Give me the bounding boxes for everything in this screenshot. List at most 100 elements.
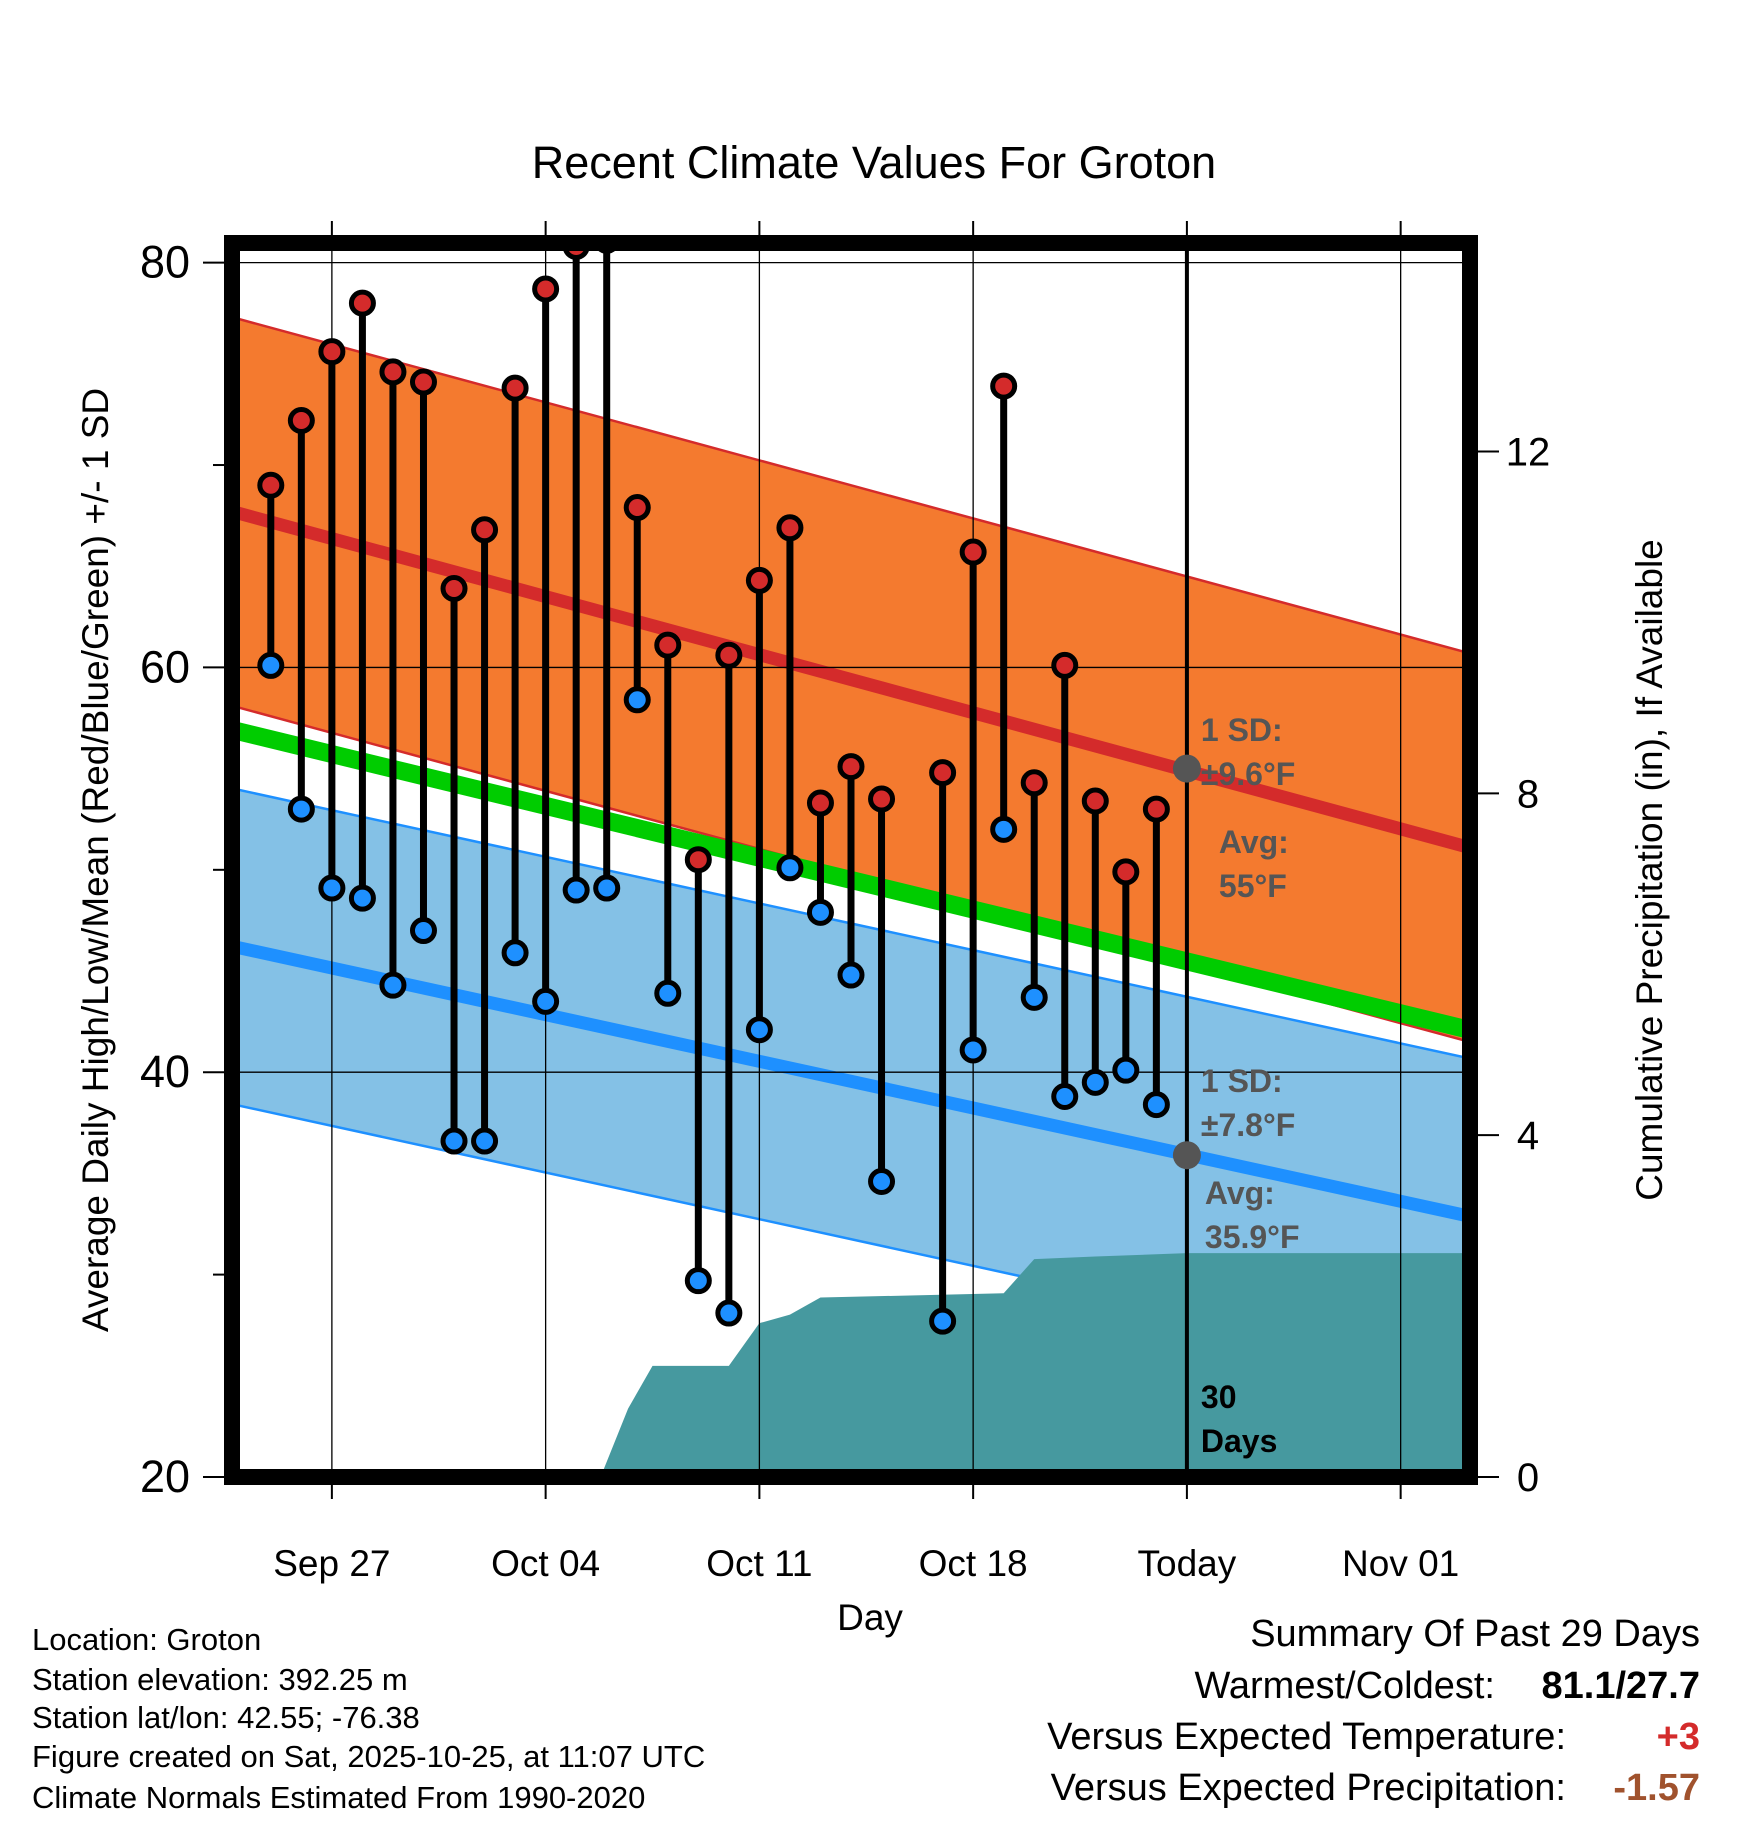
- high-avg-label: Avg:: [1219, 824, 1289, 860]
- high-sd-label: 1 SD:: [1201, 712, 1283, 748]
- x-tick-label: Nov 01: [1342, 1543, 1459, 1584]
- y-tick-label-right: 8: [1517, 772, 1539, 816]
- daily-high-point: [776, 514, 804, 542]
- summary-panel: Summary Of Past 29 Days Warmest/Coldest:…: [1047, 1613, 1700, 1809]
- daily-low-point: [318, 874, 346, 902]
- daily-low-point: [1112, 1056, 1140, 1084]
- daily-high-point: [1020, 769, 1048, 797]
- daily-high-point: [715, 641, 743, 669]
- daily-low-point: [593, 874, 621, 902]
- x-tick-label: Today: [1138, 1543, 1237, 1584]
- summary-precip-value: -1.57: [1613, 1767, 1700, 1809]
- daily-low-point: [348, 884, 376, 912]
- station-elevation: Station elevation: 392.25 m: [32, 1662, 408, 1697]
- daily-high-point: [1112, 858, 1140, 886]
- precip-area: [600, 1253, 1477, 1477]
- daily-high-point: [348, 289, 376, 317]
- climate-normals-source: Climate Normals Estimated From 1990-2020: [32, 1780, 645, 1815]
- daily-high-point: [990, 372, 1018, 400]
- daily-low-point: [1020, 983, 1048, 1011]
- daily-high-point: [1081, 787, 1109, 815]
- summary-title: Summary Of Past 29 Days: [1250, 1613, 1700, 1655]
- y-tick-label-right: 0: [1517, 1456, 1539, 1500]
- x-axis-label: Day: [837, 1597, 903, 1638]
- summary-warm-cold-label: Warmest/Coldest:: [1194, 1665, 1495, 1707]
- daily-low-point: [440, 1127, 468, 1155]
- daily-high-point: [532, 275, 560, 303]
- daily-high-point: [501, 374, 529, 402]
- daily-low-point: [562, 876, 590, 904]
- window-number: 30: [1201, 1379, 1237, 1415]
- high-avg-value: 55°F: [1219, 868, 1287, 904]
- daily-low-point: [868, 1168, 896, 1196]
- low-sd-label: 1 SD:: [1201, 1063, 1283, 1099]
- low-sd-value: ±7.8°F: [1201, 1107, 1295, 1143]
- y-tick-label-left: 80: [140, 237, 190, 288]
- x-tick-label: Sep 27: [273, 1543, 390, 1584]
- daily-low-point: [745, 1016, 773, 1044]
- plot-content: [225, 243, 1477, 1477]
- daily-high-point: [440, 574, 468, 602]
- summary-temp-label: Versus Expected Temperature:: [1047, 1716, 1566, 1758]
- window-unit: Days: [1201, 1423, 1278, 1459]
- chart-title: Recent Climate Values For Groton: [532, 137, 1216, 188]
- daily-high-point: [806, 789, 834, 817]
- x-tick-label: Oct 11: [706, 1543, 812, 1584]
- daily-high-point: [379, 358, 407, 386]
- daily-low-point: [715, 1299, 743, 1327]
- daily-high-point: [929, 759, 957, 787]
- daily-high-point: [684, 846, 712, 874]
- daily-low-point: [654, 979, 682, 1007]
- y-tick-label-right: 4: [1517, 1114, 1539, 1158]
- summary-precip-label: Versus Expected Precipitation:: [1051, 1767, 1566, 1809]
- normal-low-line: [225, 938, 1477, 1225]
- daily-low-point: [929, 1307, 957, 1335]
- daily-low-point: [837, 961, 865, 989]
- plot-area: 1 SD: ±9.6°F Avg: 55°F 1 SD: ±7.8°F Avg: 35.9°F…: [225, 243, 1477, 1477]
- daily-low-point: [1051, 1082, 1079, 1110]
- daily-high-point: [868, 785, 896, 813]
- daily-high-point: [471, 516, 499, 544]
- daily-high-point: [837, 753, 865, 781]
- daily-low-point: [532, 987, 560, 1015]
- high-sd-value: ±9.6°F: [1201, 756, 1295, 792]
- daily-high-point: [287, 407, 315, 435]
- daily-high-point: [623, 494, 651, 522]
- daily-high-point: [318, 338, 346, 366]
- daily-low-point: [776, 854, 804, 882]
- station-latlon: Station lat/lon: 42.55; -76.38: [32, 1700, 420, 1735]
- plot-frame: [224, 235, 1478, 1485]
- station-location: Location: Groton: [32, 1622, 261, 1657]
- summary-temp-value: +3: [1657, 1716, 1700, 1758]
- x-tick-label: Oct 04: [491, 1543, 600, 1584]
- daily-low-point: [1081, 1068, 1109, 1096]
- axes: Sep 27 Oct 04 Oct 11 Oct 18 Today Nov 0120406…: [140, 221, 1550, 1584]
- daily-low-point: [379, 971, 407, 999]
- daily-high-point: [654, 631, 682, 659]
- daily-high-point: [959, 538, 987, 566]
- daily-low-point: [257, 651, 285, 679]
- daily-low-point: [1142, 1091, 1170, 1119]
- low-avg-value: 35.9°F: [1205, 1219, 1300, 1255]
- daily-low-point: [990, 815, 1018, 843]
- daily-low-point: [623, 686, 651, 714]
- daily-low-point: [471, 1127, 499, 1155]
- daily-low-point: [959, 1036, 987, 1064]
- daily-high-point: [1142, 795, 1170, 823]
- daily-high-point: [745, 566, 773, 594]
- daily-low-point: [287, 795, 315, 823]
- today-low-avg-marker: [1172, 1141, 1201, 1170]
- daily-low-point: [684, 1267, 712, 1295]
- today-high-avg-marker: [1172, 754, 1201, 783]
- daily-high-point: [409, 368, 437, 396]
- daily-low-point: [806, 898, 834, 926]
- figure-created: Figure created on Sat, 2025-10-25, at 11…: [32, 1739, 705, 1774]
- daily-low-point: [501, 939, 529, 967]
- y-axis-left-label: Average Daily High/Low/Mean (Red/Blue/Gr…: [75, 388, 116, 1332]
- low-avg-label: Avg:: [1205, 1175, 1275, 1211]
- normal-high-line: [225, 503, 1477, 856]
- station-info: Location: Groton Station elevation: 392.…: [32, 1622, 705, 1815]
- daily-high-point: [1051, 651, 1079, 679]
- y-tick-label-left: 60: [140, 641, 190, 692]
